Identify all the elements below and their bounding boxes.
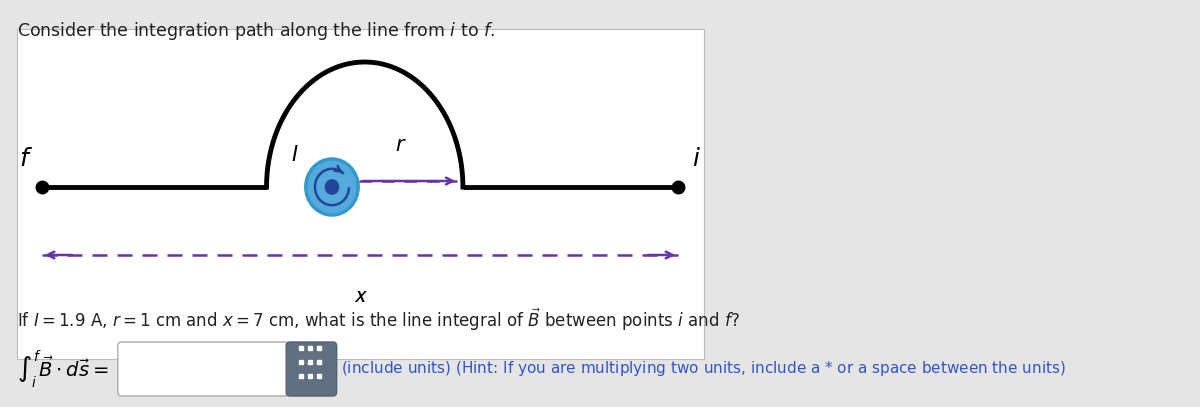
Text: Consider the integration path along the line from $i$ to $f$.: Consider the integration path along the …	[17, 20, 494, 42]
Text: If $I = 1.9$ A, $r = 1$ cm and $x = 7$ cm, what is the line integral of $\vec{B}: If $I = 1.9$ A, $r = 1$ cm and $x = 7$ c…	[17, 307, 739, 333]
Circle shape	[325, 179, 340, 195]
Circle shape	[306, 159, 358, 215]
Text: $r$: $r$	[395, 135, 407, 155]
FancyBboxPatch shape	[118, 342, 289, 396]
Text: (include units) (Hint: If you are multiplying two units, include a $*$ or a spac: (include units) (Hint: If you are multip…	[341, 359, 1067, 379]
Text: $I$: $I$	[290, 145, 299, 165]
Text: $f$: $f$	[19, 147, 32, 171]
FancyBboxPatch shape	[17, 29, 704, 359]
Text: $\int_i^f \vec{B} \cdot d\vec{s} = $: $\int_i^f \vec{B} \cdot d\vec{s} = $	[17, 348, 108, 390]
Text: $i$: $i$	[692, 147, 701, 171]
Text: $\mathcal{x}$: $\mathcal{x}$	[353, 283, 367, 307]
FancyBboxPatch shape	[286, 342, 337, 396]
